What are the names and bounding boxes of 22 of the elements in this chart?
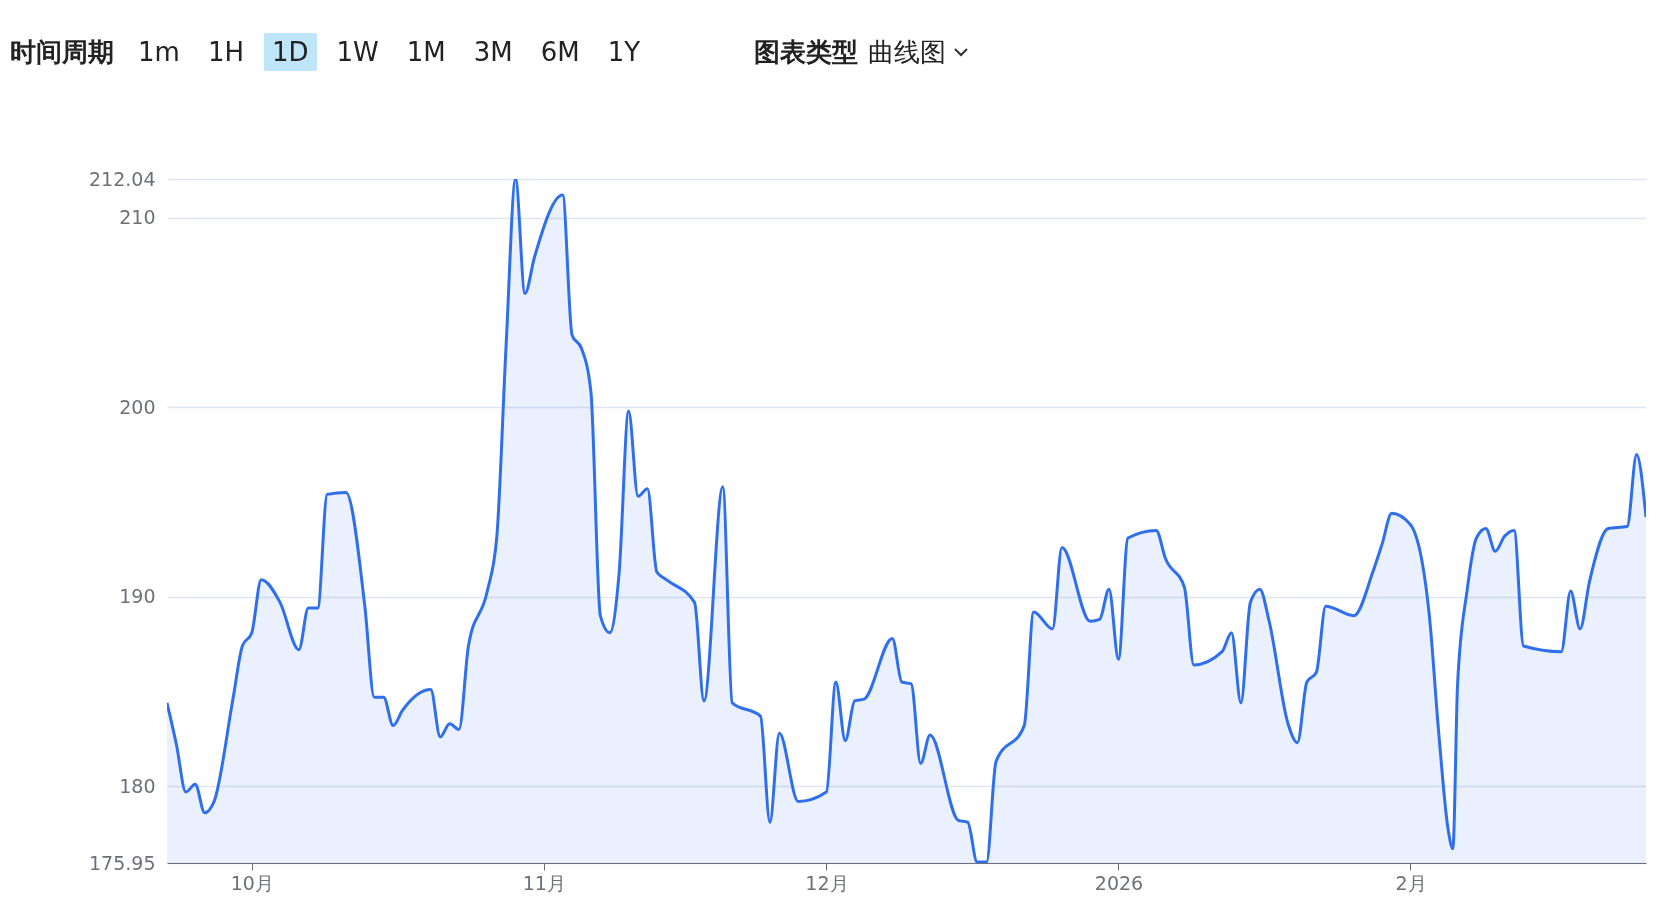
text: 图表类型 [754, 35, 859, 69]
y-tick-label: 212.04 [89, 167, 156, 190]
text: 1D [263, 33, 317, 71]
x-tick-label: 10月 [230, 871, 274, 894]
text: 1Y [606, 36, 642, 69]
y-tick-label: 210 [119, 206, 156, 229]
text: 1H [206, 36, 245, 69]
text: 1m [137, 36, 181, 69]
y-tick-label: 180 [119, 774, 156, 797]
x-tick-label: 2月 [1395, 871, 1427, 894]
x-tick-label: 12月 [805, 871, 849, 894]
x-tick-label: 2026 [1094, 871, 1144, 894]
text: 3M [472, 36, 514, 69]
text: 时间周期 [10, 35, 114, 69]
y-tick-label: 200 [119, 395, 156, 418]
text: 1M [405, 36, 447, 69]
text: 1W [335, 36, 380, 69]
x-tick-label: 11月 [522, 871, 566, 894]
text: 6M [539, 36, 581, 69]
y-tick-label: 190 [119, 585, 156, 608]
text: 曲线图 [868, 35, 947, 69]
y-tick-label: 175.95 [89, 851, 156, 874]
